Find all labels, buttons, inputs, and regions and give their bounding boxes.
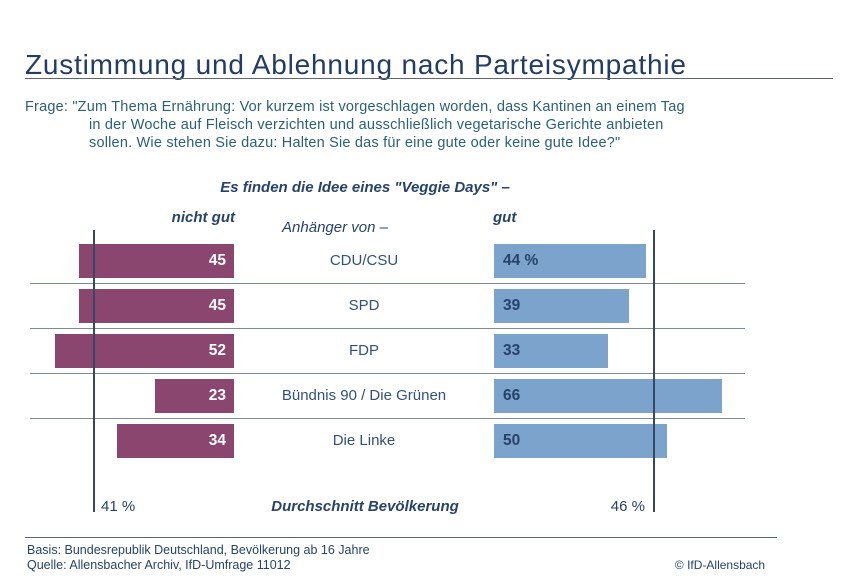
copyright-note: © IfD-Allensbach: [674, 558, 766, 572]
bar-gut: 50: [494, 424, 667, 458]
bar-value-gut: 66: [503, 387, 521, 404]
bar-value-gut: 50: [503, 432, 521, 449]
bar-value-nicht-gut: 45: [208, 297, 226, 314]
bar-value-nicht-gut: 45: [208, 252, 226, 269]
source-note: Basis: Bundesrepublik Deutschland, Bevöl…: [27, 543, 370, 573]
bar-gut: 39: [494, 289, 629, 323]
chart-row: 52 FDP 33: [30, 329, 745, 374]
bar-value-nicht-gut: 23: [208, 387, 226, 404]
bar-nicht-gut: 23: [154, 379, 234, 413]
chart-row: 23 Bündnis 90 / Die Grünen 66: [30, 374, 745, 419]
bar-gut: 44 %: [494, 244, 646, 278]
column-header-anhaenger-von: Anhänger von –: [282, 219, 388, 236]
column-header-nicht-gut: nicht gut: [171, 209, 235, 226]
average-line-nicht-gut: [93, 230, 95, 512]
question-line: in der Woche auf Fleisch verzichten und …: [89, 117, 664, 133]
quelle-line: Quelle: Allensbacher Archiv, IfD-Umfrage…: [27, 558, 291, 572]
bar-gut: 66: [494, 379, 722, 413]
party-label: FDP: [349, 342, 379, 359]
average-value-right: 46 %: [610, 498, 645, 515]
footer-divider: [25, 537, 777, 538]
bar-gut: 33: [494, 334, 608, 368]
chart-row: 34 Die Linke 50: [30, 419, 745, 463]
bar-value-gut: 33: [503, 342, 521, 359]
bar-value-nicht-gut: 52: [208, 342, 226, 359]
title-divider: [25, 78, 833, 79]
chart-rows: 45 CDU/CSU 44 % 45 SPD 39 52 FDP 33 23 B…: [30, 239, 745, 463]
bar-nicht-gut: 45: [78, 289, 234, 323]
average-label: Durchschnitt Bevölkerung: [271, 498, 459, 515]
column-header-gut: gut: [493, 209, 517, 226]
average-value-left: 41 %: [101, 498, 136, 515]
basis-line: Basis: Bundesrepublik Deutschland, Bevöl…: [27, 543, 370, 557]
bar-value-nicht-gut: 34: [208, 432, 226, 449]
bar-nicht-gut: 34: [116, 424, 234, 458]
bar-nicht-gut: 45: [78, 244, 234, 278]
question-line: Frage: "Zum Thema Ernährung: Vor kurzem …: [25, 99, 685, 115]
chart-subtitle: Es finden die Idee eines "Veggie Days" –: [220, 179, 510, 196]
average-line-gut: [653, 230, 655, 512]
question-line: sollen. Wie stehen Sie dazu: Halten Sie …: [89, 135, 621, 151]
bar-nicht-gut: 52: [54, 334, 234, 368]
bar-value-gut: 44 %: [503, 252, 539, 269]
chart-row: 45 CDU/CSU 44 %: [30, 239, 745, 284]
chart-row: 45 SPD 39: [30, 284, 745, 329]
page-title: Zustimmung und Ablehnung nach Parteisymp…: [25, 48, 687, 80]
bar-value-gut: 39: [503, 297, 521, 314]
party-label: SPD: [348, 297, 380, 314]
survey-question: Frage: "Zum Thema Ernährung: Vor kurzem …: [25, 98, 685, 152]
party-label: Die Linke: [332, 432, 396, 449]
party-label: Bündnis 90 / Die Grünen: [281, 387, 447, 404]
party-label: CDU/CSU: [329, 252, 399, 269]
